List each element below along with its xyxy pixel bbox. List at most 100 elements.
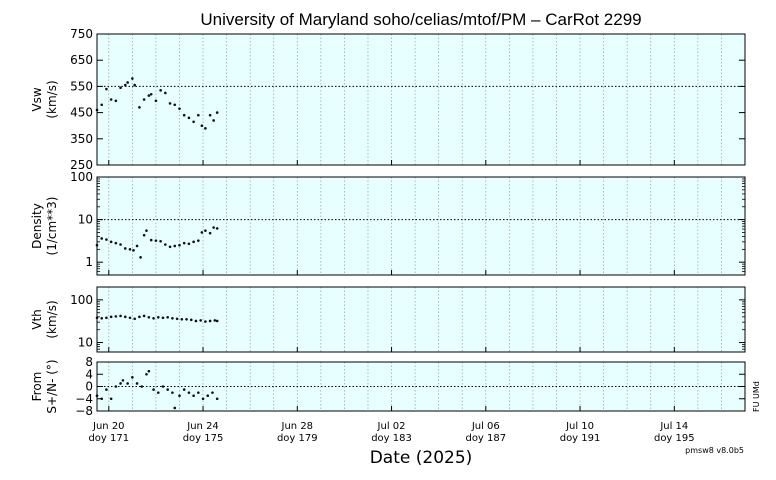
data-point [121,379,125,382]
y-axis-unit-label: S+/N- (°) [45,359,59,413]
data-point [100,397,104,401]
data-point [161,316,165,320]
y-tick-label: 100 [70,293,93,307]
data-point [135,382,139,385]
date-tick-label: Jun 24 [186,421,219,432]
x-axis-label: Date (2025) [370,448,473,468]
data-point [126,382,129,385]
date-tick-label: Jul 10 [565,421,594,432]
data-point [171,391,174,394]
data-point [139,256,142,259]
data-point [147,369,151,373]
y-tick-label: 10 [78,213,93,227]
data-point [204,320,207,323]
data-point [119,382,122,385]
y-tick-label: 1 [85,255,93,269]
data-point [152,388,155,391]
data-point [200,231,204,234]
data-point [105,316,108,320]
data-point [168,102,172,105]
panel-frame [96,176,746,276]
panel-frame [96,33,746,166]
data-point [164,91,167,95]
data-point [189,318,193,322]
y-tick-label: −4 [75,392,93,406]
data-point [100,316,104,320]
y-tick-label: 100 [70,170,93,184]
data-point [114,99,118,103]
data-point [145,229,148,232]
data-point [173,244,177,248]
y-tick-label: 4 [85,367,93,381]
data-point [100,103,104,107]
data-point [149,238,153,242]
data-point [114,385,118,388]
data-point [109,397,113,401]
data-point [185,318,188,321]
doy-tick-label: doy 187 [465,433,506,444]
data-point [197,391,200,394]
data-point [105,388,108,391]
doy-tick-label: doy 191 [560,433,601,444]
data-point [173,103,177,107]
data-point [212,119,215,122]
data-point [131,77,134,80]
data-point [215,397,219,401]
data-point [182,241,186,245]
data-point [154,239,158,242]
data-point [156,316,160,319]
doy-tick-label: doy 175 [183,433,224,444]
data-point [175,317,179,321]
data-point [201,397,205,401]
data-point [187,242,191,246]
data-point [192,120,195,124]
data-point [142,314,146,318]
data-point [145,372,148,376]
data-point [126,81,129,84]
data-point [133,83,137,87]
data-point [128,316,132,320]
doy-tick-label: doy 171 [88,433,129,444]
data-point [119,86,122,90]
data-point [166,316,169,319]
data-point [194,319,198,323]
data-point [187,116,191,120]
data-point [159,89,162,92]
y-tick-label: 450 [70,106,93,120]
data-point [128,248,132,251]
data-point [109,315,113,319]
data-point [204,127,207,130]
date-tick-label: Jun 28 [281,421,314,432]
date-tick-label: Jul 02 [377,421,406,432]
y-axis-unit-label: (1/cm**3) [45,197,59,256]
data-point [119,314,122,318]
data-point [147,94,151,97]
data-point [156,391,160,394]
y-axis-label: Density [30,203,44,249]
data-point [105,238,108,241]
data-point [200,124,204,127]
data-point [131,376,134,379]
y-tick-label: 10 [78,336,93,350]
data-point [100,237,104,240]
data-point [206,394,210,397]
y-axis-unit-label: (km/s) [45,300,59,338]
data-point [180,318,184,321]
data-point [149,92,153,96]
data-point [199,319,202,322]
data-point [123,315,127,319]
y-tick-label: 750 [70,27,93,41]
data-point [142,233,146,237]
data-point [173,406,177,410]
data-point [182,388,186,391]
data-point [187,391,191,394]
y-tick-label: 650 [70,53,93,67]
panel-vsw: 250 350 450 550 650 750 Vsw (km/s) [30,27,746,172]
data-point [213,319,217,322]
data-point [168,245,172,249]
panel-frame [96,286,746,353]
data-point [211,391,214,394]
